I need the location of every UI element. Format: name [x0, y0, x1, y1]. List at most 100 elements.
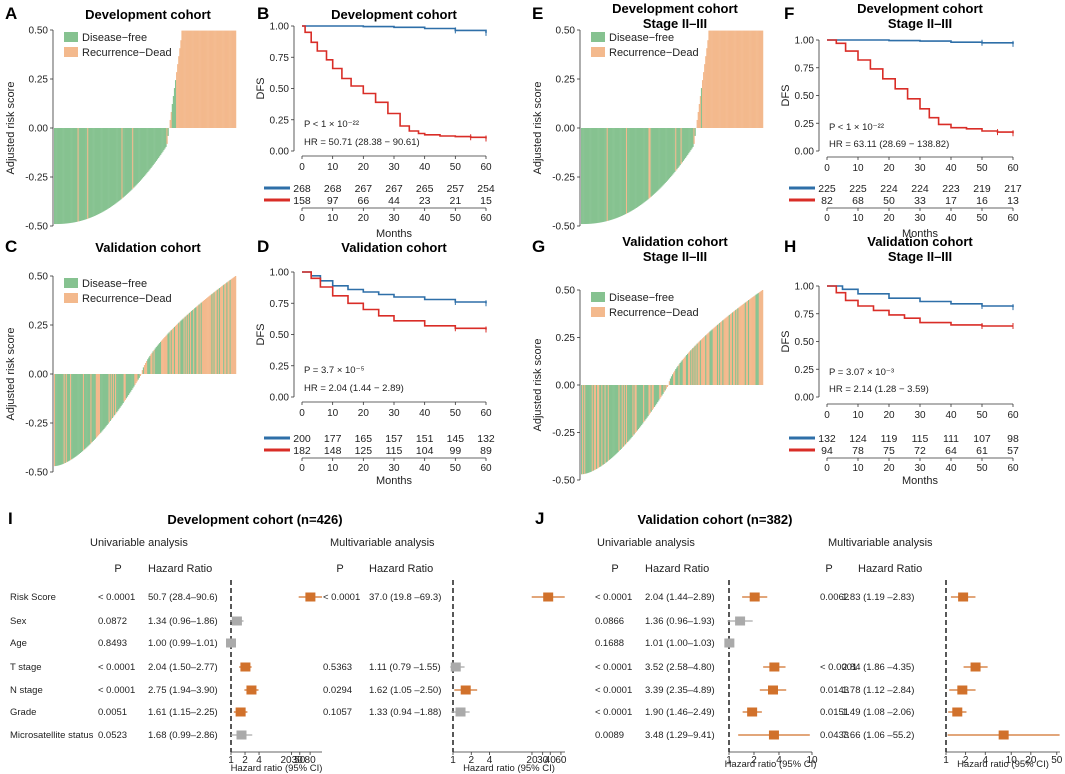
- risk-score-bar: [93, 374, 95, 440]
- risk-score-bar: [202, 30, 205, 129]
- risk-score-bar: [210, 30, 212, 129]
- risk-score-bar: [699, 96, 702, 128]
- risk-score-bar: [132, 128, 134, 189]
- risk-score-bar: [676, 367, 678, 385]
- risk-score-bar: [226, 282, 228, 374]
- risk-score-bar: [185, 30, 187, 129]
- risk-score-bar: [651, 385, 653, 411]
- risk-score-bar: [71, 128, 73, 223]
- risk-score-bar: [612, 385, 614, 458]
- y-tick-label: 0.25: [556, 333, 576, 344]
- risk-score-bar: [634, 128, 636, 209]
- risk-score-bar: [642, 385, 644, 424]
- risk-score-bar: [658, 128, 660, 190]
- risk-score-bar: [119, 374, 121, 408]
- univariable-header: Univariable analysis: [90, 537, 188, 549]
- risk-score-bar: [70, 374, 72, 460]
- risk-table-high-count: 158: [293, 195, 311, 207]
- risk-score-bar: [152, 128, 154, 166]
- risk-score-bar: [613, 385, 615, 457]
- risk-score-bar: [159, 128, 162, 155]
- km-y-tick-label: 1.00: [795, 36, 815, 47]
- risk-score-bar: [94, 374, 96, 439]
- km-x-tick-label: 40: [419, 408, 431, 419]
- km-y-axis-label: DFS: [255, 78, 267, 100]
- risk-score-bar: [605, 128, 607, 222]
- risk-score-bar: [199, 303, 201, 374]
- risk-score-bar: [117, 374, 119, 411]
- risk-score-bar: [184, 316, 186, 374]
- risk-score-bar: [704, 64, 706, 128]
- risk-score-bar: [587, 128, 589, 224]
- km-y-tick-label: 0.50: [270, 84, 290, 95]
- uni-point-estimate: [246, 685, 257, 695]
- risk-score-bar: [653, 385, 656, 407]
- risk-table-tick-label: 40: [945, 463, 957, 474]
- km-hazard-ratio: HR = 2.04 (1.44 − 2.89): [304, 383, 404, 394]
- risk-score-bar: [112, 128, 115, 206]
- risk-score-bar: [80, 128, 83, 221]
- risk-score-bar: [54, 128, 56, 225]
- risk-table-high-count: 97: [327, 195, 339, 207]
- risk-score-bar: [586, 385, 588, 474]
- km-x-axis-label: Months: [376, 228, 413, 240]
- risk-score-bar: [623, 385, 626, 446]
- risk-score-bar: [670, 376, 673, 385]
- km-y-tick-label: 1.00: [270, 22, 290, 33]
- risk-score-bar: [58, 374, 60, 466]
- uni-hazard-ratio: 1.61 (1.15–2.25): [148, 707, 218, 718]
- risk-table-tick-label: 60: [1007, 213, 1019, 224]
- risk-score-bar: [151, 128, 153, 167]
- risk-score-bar: [609, 128, 612, 221]
- risk-score-bar: [718, 323, 720, 385]
- multi-p-value: 0.5363: [323, 662, 352, 673]
- risk-score-bar: [125, 128, 128, 195]
- risk-score-bar: [229, 30, 231, 129]
- risk-score-bar: [218, 30, 221, 129]
- risk-score-bar: [664, 128, 666, 184]
- risk-table-tick-label: 40: [419, 463, 431, 474]
- risk-score-bar: [78, 128, 80, 222]
- risk-score-bar: [184, 30, 186, 129]
- risk-score-bar: [708, 30, 710, 129]
- risk-score-bar: [644, 385, 646, 421]
- risk-score-bar: [679, 128, 681, 166]
- risk-score-bar: [676, 128, 678, 170]
- risk-score-bar: [181, 30, 183, 129]
- uni-p-value: 0.8493: [98, 638, 127, 649]
- risk-score-bar: [746, 30, 749, 129]
- y-tick-label: 0.25: [29, 321, 49, 332]
- risk-score-bar: [733, 311, 735, 385]
- risk-score-bar: [188, 312, 191, 374]
- risk-score-bar: [633, 128, 635, 210]
- risk-score-bar: [134, 374, 136, 385]
- risk-score-bar: [688, 352, 690, 385]
- risk-score-bar: [613, 128, 615, 220]
- km-curve-high-risk: [302, 25, 487, 139]
- km-y-tick-label: 0.75: [795, 63, 815, 74]
- risk-score-bar: [744, 302, 747, 385]
- risk-score-bar: [75, 374, 77, 457]
- risk-score-bar: [738, 307, 740, 385]
- risk-score-bar: [85, 374, 87, 449]
- risk-score-bar: [761, 30, 764, 129]
- risk-score-bar: [681, 128, 683, 163]
- risk-table-high-count: 66: [357, 195, 369, 207]
- risk-score-bar: [623, 128, 626, 215]
- risk-score-bar: [206, 298, 208, 374]
- risk-score-bar: [712, 328, 714, 385]
- risk-table-tick-label: 0: [824, 213, 830, 224]
- risk-score-bar: [103, 128, 105, 212]
- risk-score-bar: [745, 301, 748, 385]
- risk-score-bar: [113, 374, 116, 416]
- risk-score-bar: [602, 128, 604, 222]
- risk-score-bar: [706, 334, 708, 385]
- risk-score-bar: [95, 128, 98, 216]
- risk-table-high-count: 21: [449, 195, 461, 207]
- risk-table-tick-label: 10: [852, 213, 864, 224]
- multi-x-tick-label: 20: [1025, 755, 1037, 766]
- uni-hazard-ratio: 1.90 (1.46–2.49): [645, 707, 715, 718]
- risk-table-low-count: 268: [324, 183, 342, 195]
- risk-score-bar: [601, 128, 603, 223]
- risk-score-bar: [233, 276, 236, 374]
